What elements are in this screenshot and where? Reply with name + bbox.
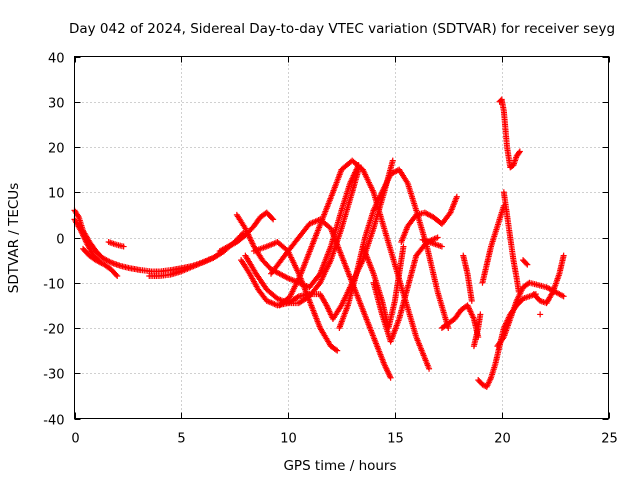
data-point xyxy=(523,260,530,267)
series-arc-24 xyxy=(475,291,539,390)
data-point xyxy=(294,294,301,301)
series-arc-16 xyxy=(398,193,460,246)
series-arc-12 xyxy=(276,157,433,372)
series-arc-21 xyxy=(479,202,507,286)
grid xyxy=(74,56,609,419)
data-point xyxy=(438,243,445,250)
series-arc-13 xyxy=(336,166,452,331)
data-point xyxy=(468,297,475,304)
series-arc-20 xyxy=(470,311,484,350)
series-arc-11 xyxy=(268,216,394,381)
series-arc-03 xyxy=(80,245,121,279)
series-arc-19 xyxy=(460,252,475,304)
axis-ticks: 0 5 10 15 20 25 -40 -30 -20 -10 0 10 20 30 40 xyxy=(43,52,618,447)
x-axis-label: GPS time / hours xyxy=(283,458,396,474)
series-arc-02 xyxy=(71,216,104,266)
data-point xyxy=(113,271,120,278)
data-series xyxy=(71,96,567,390)
y-tick-label: 20 xyxy=(48,142,65,157)
x-tick-label: 0 xyxy=(71,432,79,447)
data-point xyxy=(524,261,531,268)
x-tick-label: 25 xyxy=(601,432,618,447)
data-point xyxy=(389,157,396,164)
data-point xyxy=(477,311,484,318)
data-point xyxy=(516,148,523,155)
chart-title: Day 042 of 2024, Sidereal Day-to-day VTE… xyxy=(69,21,615,37)
series-arc-25 xyxy=(494,279,567,350)
series-arc-17 xyxy=(419,236,445,250)
x-tick-label: 15 xyxy=(387,432,404,447)
y-tick-label: -20 xyxy=(43,323,64,338)
x-tick-label: 5 xyxy=(177,432,185,447)
y-tick-label: 30 xyxy=(48,97,65,112)
series-arc-22 xyxy=(496,96,523,171)
plot-frame xyxy=(74,56,609,419)
series-arc-26 xyxy=(530,252,567,307)
y-tick-label: -10 xyxy=(43,278,64,293)
data-point xyxy=(332,346,339,353)
y-tick-label: -30 xyxy=(43,368,64,383)
data-point xyxy=(434,234,441,241)
y-tick-label: 40 xyxy=(48,52,65,67)
data-point xyxy=(114,272,121,279)
x-tick-label: 10 xyxy=(280,432,297,447)
y-tick-label: 0 xyxy=(56,233,64,248)
data-point xyxy=(270,216,277,223)
data-point xyxy=(400,243,407,250)
data-point xyxy=(560,293,567,300)
series-arc-28 xyxy=(537,311,544,318)
data-point xyxy=(74,212,81,219)
series-arc-15 xyxy=(370,234,441,345)
data-point xyxy=(516,149,523,156)
series-arc-04 xyxy=(105,239,127,250)
data-point xyxy=(426,365,433,372)
data-point xyxy=(453,193,460,200)
data-point xyxy=(269,215,276,222)
data-point xyxy=(334,347,341,354)
data-point xyxy=(537,311,544,318)
data-point xyxy=(120,243,127,250)
series-arc-27 xyxy=(520,257,531,268)
x-tick-label: 20 xyxy=(494,432,511,447)
y-axis-label: SDTVAR / TECUs xyxy=(6,183,22,293)
data-point xyxy=(560,252,567,259)
y-tick-label: -40 xyxy=(43,414,64,429)
data-point xyxy=(387,374,394,381)
y-tick-label: 10 xyxy=(48,187,65,202)
